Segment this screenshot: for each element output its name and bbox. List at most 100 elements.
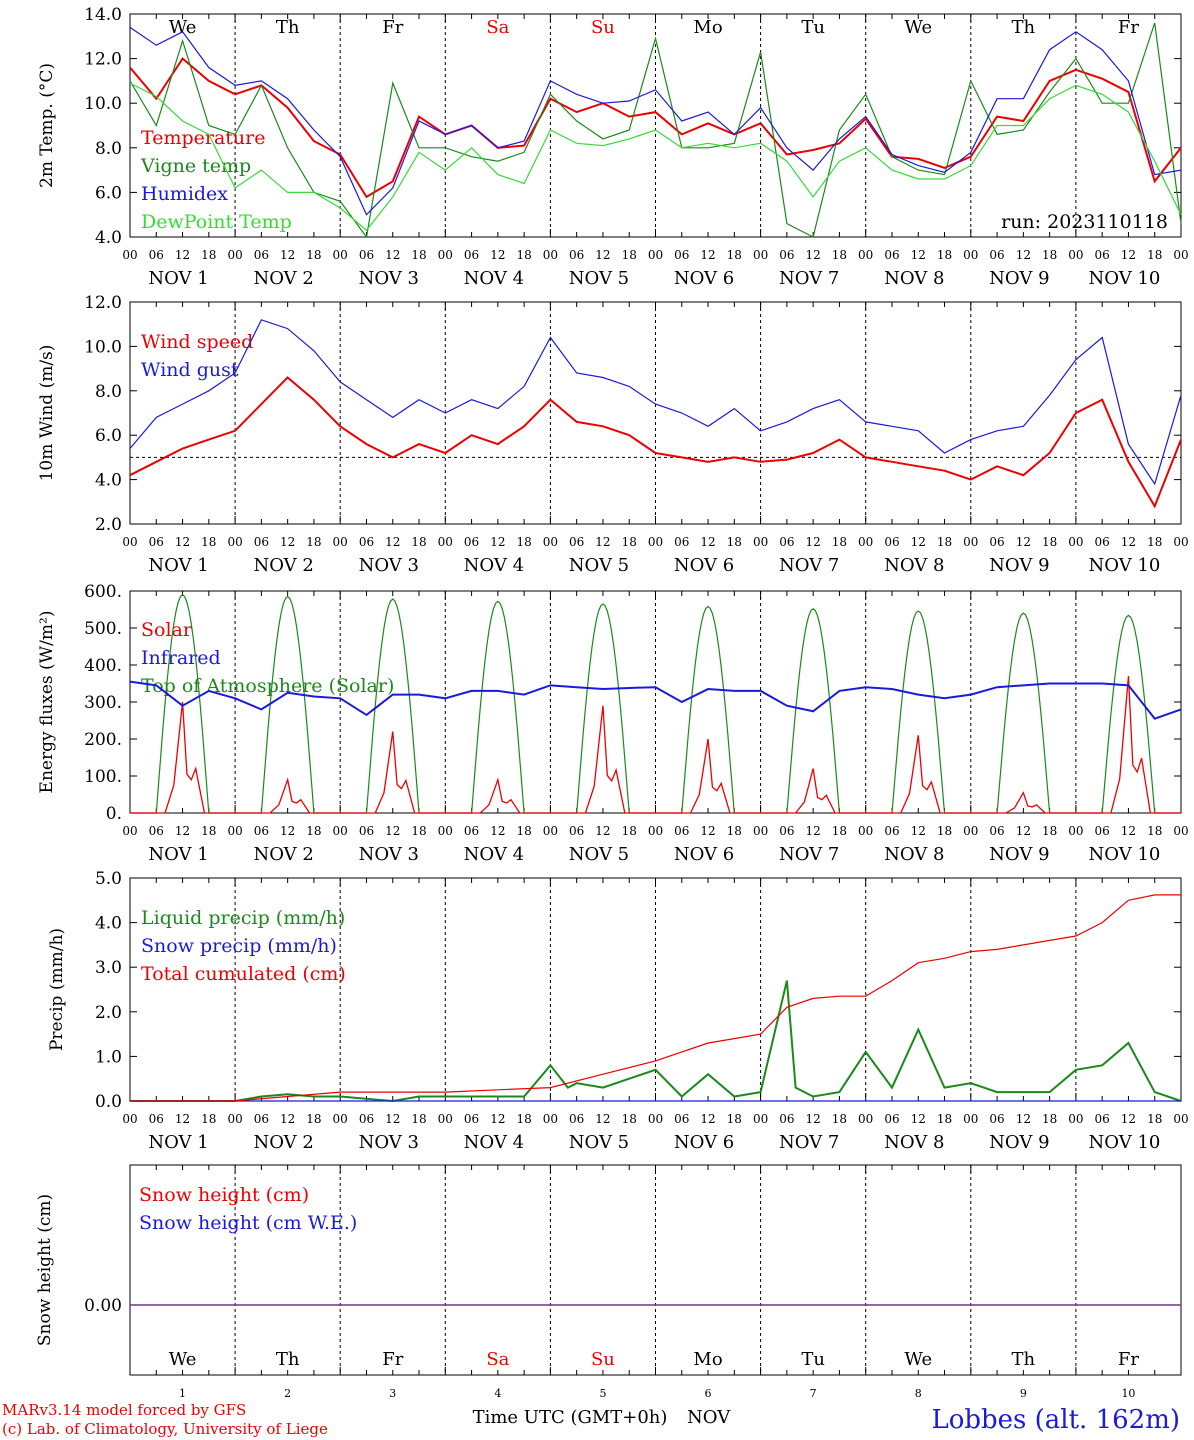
y-tick-label: 10.0: [84, 94, 122, 114]
date-label: NOV 4: [464, 1132, 524, 1153]
hour-tick-label: 18: [306, 248, 321, 262]
hour-tick-label: 12: [595, 824, 610, 838]
panel-3: 0. 100. 200. 300. 400. 500. 600. Energy fluxes …: [37, 582, 1189, 865]
date-label: NOV 9: [989, 844, 1049, 865]
hour-tick-label: 06: [884, 248, 899, 262]
hour-tick-label: 18: [832, 824, 847, 838]
y-tick-label: 6.0: [95, 426, 122, 446]
hour-tick-label: 18: [727, 1112, 742, 1126]
hour-tick-label: 06: [674, 535, 689, 549]
hour-tick-label: 06: [779, 248, 794, 262]
date-label: NOV 8: [884, 555, 944, 576]
panel-2: 2.0 4.0 6.0 8.0 10.0 12.0 10m Wind (m/s) 00 06 12…: [37, 293, 1189, 576]
day-number-label: 3: [389, 1387, 396, 1400]
date-label: NOV 5: [569, 555, 629, 576]
panel-4: 0.0 1.0 2.0 3.0 4.0 5.0 Precip (mm/h) 00 06 12 18 0…: [47, 869, 1189, 1153]
series-toa-solar: [130, 593, 1181, 814]
date-label: NOV 5: [569, 1132, 629, 1153]
hour-tick-label: 06: [464, 824, 479, 838]
date-label: NOV 8: [884, 844, 944, 865]
hour-tick-label: 12: [490, 248, 505, 262]
y-tick-label: 0.: [106, 804, 122, 824]
legend-entry: Wind speed: [141, 331, 253, 353]
day-of-week-label: Th: [276, 17, 300, 38]
y-tick-label: 1.0: [95, 1047, 122, 1067]
date-label: NOV 7: [779, 555, 839, 576]
hour-tick-label: 00: [1068, 248, 1083, 262]
hour-tick-label: 12: [806, 824, 821, 838]
legend-entry: Wind gust: [141, 359, 239, 381]
hour-tick-label: 18: [937, 1112, 952, 1126]
date-label: NOV 10: [1089, 1132, 1161, 1153]
hour-tick-label: 18: [411, 824, 426, 838]
hour-tick-label: 00: [333, 535, 348, 549]
hour-tick-label: 06: [359, 535, 374, 549]
day-of-week-label: Mo: [693, 1349, 722, 1370]
day-of-week-label: We: [169, 17, 197, 38]
hour-tick-label: 18: [622, 248, 637, 262]
hour-tick-label: 06: [254, 535, 269, 549]
hour-tick-label: 18: [727, 535, 742, 549]
hour-tick-label: 18: [306, 824, 321, 838]
hour-tick-label: 06: [569, 248, 584, 262]
day-of-week-label: Tu: [801, 17, 825, 38]
y-axis-title: 10m Wind (m/s): [37, 345, 57, 482]
date-label: NOV 4: [464, 844, 524, 865]
panel-5: 0.00 Snow height (cm) We Th Fr Sa Su Mo Tu We Th Fr…: [35, 1164, 1182, 1400]
hour-tick-label: 06: [884, 535, 899, 549]
model-credit: MARv3.14 model forced by GFS: [2, 1401, 246, 1419]
day-of-week-label: Sa: [486, 1349, 509, 1370]
hour-tick-label: 18: [516, 1112, 531, 1126]
hour-tick-label: 12: [1121, 248, 1136, 262]
hour-tick-label: 12: [911, 1112, 926, 1126]
date-label: NOV 7: [779, 268, 839, 289]
date-label: NOV 8: [884, 1132, 944, 1153]
y-tick-label: 500.: [84, 619, 122, 639]
date-label: NOV 3: [359, 555, 419, 576]
y-tick-label: 4.0: [95, 471, 122, 491]
hour-tick-label: 18: [622, 535, 637, 549]
day-of-week-label: Fr: [382, 17, 403, 38]
series-humidex: [129, 26, 1182, 216]
hour-tick-label: 00: [333, 248, 348, 262]
hour-tick-label: 18: [1147, 1112, 1162, 1126]
y-tick-label: 2.0: [95, 515, 122, 535]
hour-tick-label: 12: [806, 1112, 821, 1126]
hour-tick-label: 00: [1068, 1112, 1083, 1126]
date-label: NOV 7: [779, 1132, 839, 1153]
y-tick-label: 10.0: [84, 337, 122, 357]
y-tick-label: 200.: [84, 730, 122, 750]
date-label: NOV 8: [884, 268, 944, 289]
hour-tick-label: 00: [122, 248, 137, 262]
hour-tick-label: 06: [254, 824, 269, 838]
hour-tick-label: 00: [1173, 824, 1188, 838]
hour-tick-label: 00: [963, 824, 978, 838]
hour-tick-label: 12: [385, 824, 400, 838]
hour-tick-label: 00: [543, 1112, 558, 1126]
legend-entry: Snow height (cm W.E.): [139, 1212, 357, 1234]
date-label: NOV 1: [148, 844, 208, 865]
hour-tick-label: 00: [543, 248, 558, 262]
hour-tick-label: 06: [884, 1112, 899, 1126]
hour-tick-label: 12: [1016, 824, 1031, 838]
hour-tick-label: 00: [963, 248, 978, 262]
hour-tick-label: 06: [569, 535, 584, 549]
hour-tick-label: 06: [359, 248, 374, 262]
date-label: NOV 2: [253, 844, 313, 865]
date-label: NOV 6: [674, 844, 734, 865]
hour-tick-label: 06: [359, 824, 374, 838]
hour-tick-label: 06: [884, 824, 899, 838]
hour-tick-label: 12: [175, 248, 190, 262]
hour-tick-label: 12: [175, 824, 190, 838]
day-of-week-label: Th: [1012, 17, 1036, 38]
hour-tick-label: 18: [832, 248, 847, 262]
legend-entry: Snow height (cm): [139, 1184, 309, 1206]
hour-tick-label: 12: [490, 1112, 505, 1126]
date-label: NOV 5: [569, 844, 629, 865]
hour-tick-label: 18: [937, 824, 952, 838]
day-number-label: 4: [494, 1387, 501, 1400]
day-number-label: 10: [1121, 1387, 1135, 1400]
hour-tick-label: 06: [779, 824, 794, 838]
hour-tick-label: 18: [622, 824, 637, 838]
